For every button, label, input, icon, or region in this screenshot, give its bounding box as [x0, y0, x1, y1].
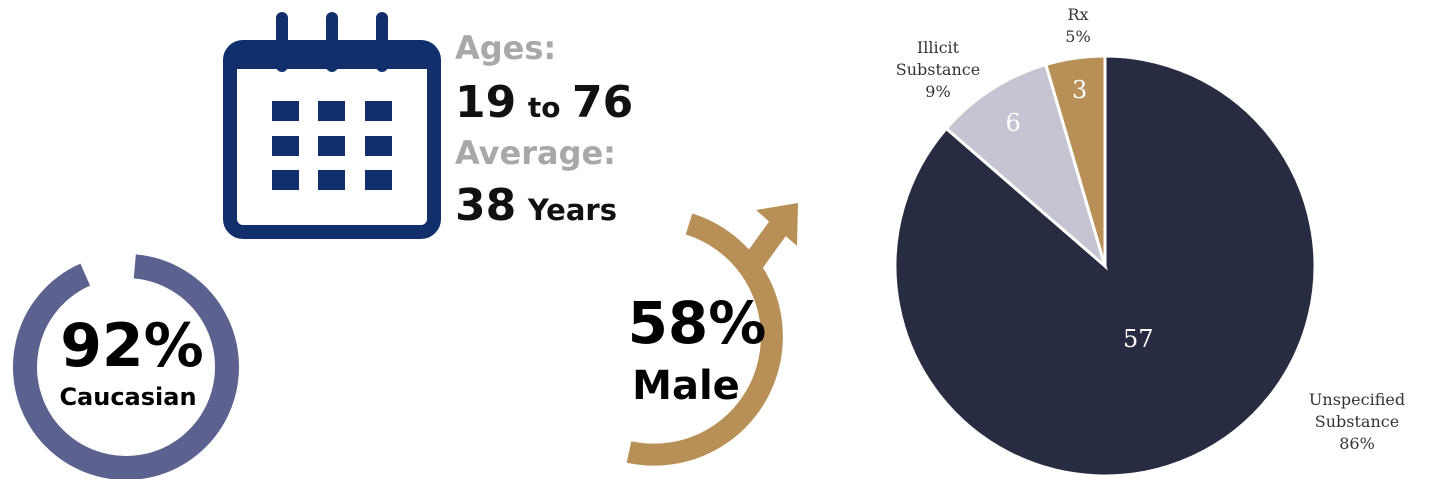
calendar-icon — [223, 12, 441, 239]
percent-label: 86% — [1339, 434, 1375, 453]
ages-max: 76 — [572, 77, 633, 128]
average-value-line: 38 Years — [455, 180, 617, 231]
caucasian-label: Caucasian — [59, 383, 196, 411]
percentage-ring-icon — [13, 254, 239, 479]
pie-chart — [893, 54, 1317, 478]
category-label-line: Substance — [896, 60, 980, 79]
ages-connector: to — [528, 91, 561, 124]
category-label-illicit: Illicit Substance 9% — [896, 38, 980, 101]
category-label-line: Unspecified — [1309, 390, 1405, 409]
average-value: 38 — [455, 180, 516, 231]
pie-slice-rx — [1043, 54, 1107, 267]
ages-range: 19 to 76 — [455, 77, 633, 128]
average-label: Average: — [455, 134, 616, 172]
male-percent: 58% — [628, 289, 767, 357]
average-unit: Years — [527, 193, 617, 227]
value-label-rx: 3 — [1072, 76, 1087, 104]
category-label-rx: Rx 5% — [1065, 5, 1090, 46]
category-label-line: Illicit — [917, 38, 960, 57]
ages-label: Ages: — [455, 29, 556, 67]
category-label-line: Rx — [1067, 5, 1088, 24]
caucasian-percent: 92% — [60, 311, 204, 381]
pie-slice-illicit — [944, 62, 1108, 271]
percent-label: 5% — [1065, 27, 1090, 46]
ages-min: 19 — [455, 77, 516, 128]
male-symbol-icon — [626, 203, 798, 466]
caucasian-ring — [13, 254, 239, 479]
male-label: Male — [632, 363, 740, 409]
pie-labels: 57 6 3 Unspecified Substance 86% Illicit Substa… — [896, 5, 1405, 453]
percent-label: 9% — [925, 82, 950, 101]
category-label-unspecified: Unspecified Substance 86% — [1309, 390, 1405, 453]
category-label-line: Substance — [1315, 412, 1399, 431]
value-label-illicit: 6 — [1005, 109, 1020, 137]
value-label-unspecified: 57 — [1123, 325, 1154, 353]
